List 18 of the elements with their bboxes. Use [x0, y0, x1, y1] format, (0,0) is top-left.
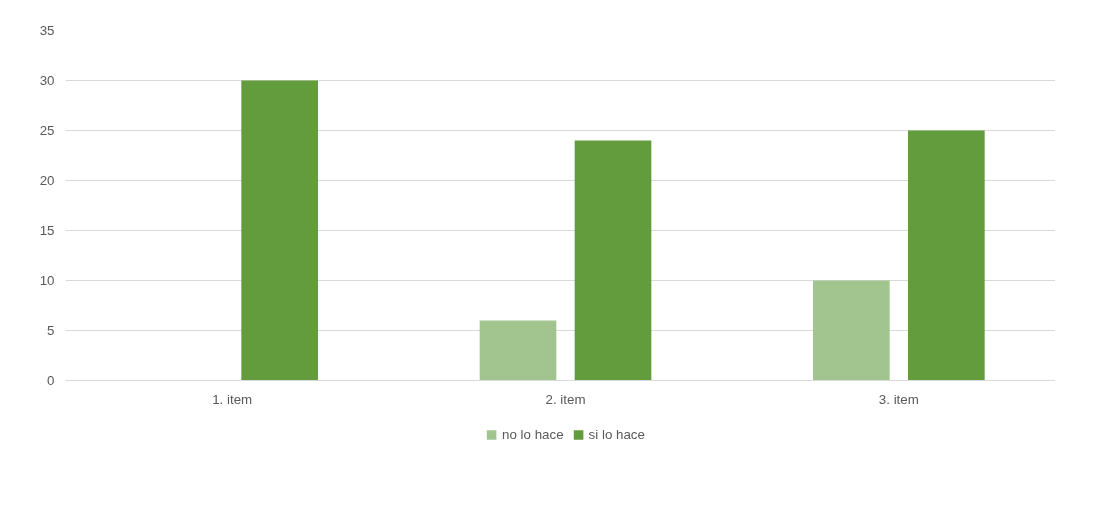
- x-tick-label: 2. item: [545, 391, 586, 407]
- x-tick-label: 3. item: [878, 391, 919, 407]
- y-tick-label: 5: [47, 323, 55, 338]
- y-tick-label: 25: [39, 123, 55, 138]
- bar: [241, 80, 318, 381]
- y-tick-label: 30: [39, 73, 55, 88]
- y-tick-label: 10: [39, 273, 55, 288]
- bar: [479, 320, 557, 381]
- y-tick-label: 35: [39, 23, 55, 38]
- legend-label: no lo hace: [502, 426, 564, 442]
- y-tick-label: 20: [39, 173, 55, 188]
- bar: [574, 140, 652, 381]
- y-tick-label: 15: [39, 223, 55, 238]
- x-tick-label: 1. item: [212, 391, 253, 407]
- y-tick-label: 0: [47, 373, 55, 388]
- legend-label: si lo hace: [588, 426, 645, 442]
- bar: [908, 130, 985, 381]
- bar: [813, 280, 890, 381]
